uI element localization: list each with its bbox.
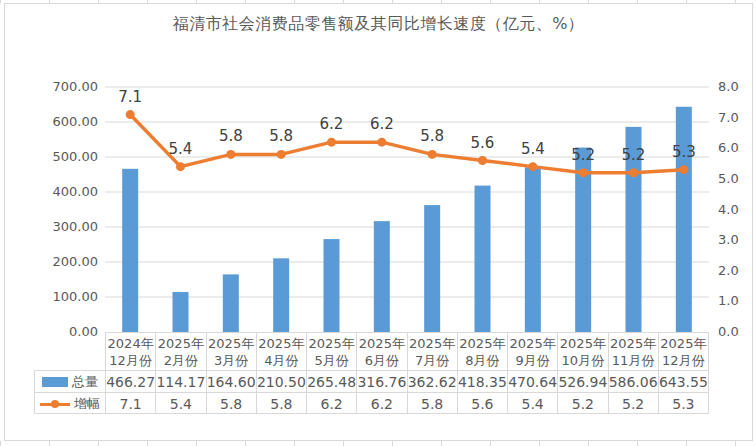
line-marker[interactable] (377, 138, 386, 147)
line-data-label: 5.6 (461, 134, 505, 152)
value-cell-增幅: 5.4 (155, 392, 205, 414)
series-name: 增幅 (74, 395, 100, 413)
value-cell-总量: 466.27 (105, 370, 155, 392)
line-marker[interactable] (327, 138, 336, 147)
value-cell-总量: 362.62 (407, 370, 457, 392)
line-data-label: 5.8 (209, 127, 253, 145)
spreadsheet-row-bottom (0, 441, 756, 446)
line-marker[interactable] (176, 162, 185, 171)
value-cell-总量: 470.64 (507, 370, 557, 392)
series-name: 总量 (72, 373, 98, 391)
right-axis-tick-label: 2.0 (718, 263, 739, 279)
line-marker[interactable] (126, 110, 135, 119)
line-marker[interactable] (679, 165, 688, 174)
line-marker[interactable] (226, 150, 235, 159)
right-axis-tick-label: 0.0 (718, 324, 739, 340)
bar-总量[interactable] (273, 258, 289, 332)
value-cell-增幅: 5.8 (256, 392, 306, 414)
line-marker[interactable] (478, 156, 487, 165)
line-data-label: 5.3 (662, 143, 706, 161)
bar-总量[interactable] (525, 167, 541, 332)
bar-总量[interactable] (424, 205, 440, 332)
left-axis-tick-label: 700.00 (28, 79, 98, 95)
value-cell-增幅: 5.2 (608, 392, 658, 414)
value-cell-总量: 164.60 (206, 370, 256, 392)
category-cell: 2024年 12月份 (105, 332, 155, 370)
bar-总量[interactable] (122, 169, 138, 332)
bar-总量[interactable] (223, 274, 239, 332)
value-cell-增幅: 5.8 (206, 392, 256, 414)
category-cell: 2025年 6月份 (356, 332, 406, 370)
left-axis-tick-label: 600.00 (28, 114, 98, 130)
line-marker[interactable] (528, 162, 537, 171)
line-data-label: 7.1 (108, 88, 152, 106)
bar-总量[interactable] (374, 221, 390, 332)
legend-item-总量[interactable]: 总量 (34, 370, 105, 392)
category-cell: 2025年 10月份 (557, 332, 607, 370)
value-cell-总量: 210.50 (256, 370, 306, 392)
value-cell-增幅: 5.2 (557, 392, 607, 414)
data-table-corner (34, 332, 105, 370)
left-axis-tick-label: 100.00 (28, 289, 98, 305)
right-axis-tick-label: 5.0 (718, 171, 739, 187)
category-cell: 2025年 11月份 (608, 332, 658, 370)
line-data-label: 5.2 (561, 146, 605, 164)
right-axis-tick-label: 1.0 (718, 293, 739, 309)
category-cell: 2025年 8月份 (457, 332, 507, 370)
value-cell-增幅: 7.1 (105, 392, 155, 414)
left-axis-tick-label: 500.00 (28, 149, 98, 165)
line-series-swatch (40, 399, 70, 409)
line-data-label: 5.4 (159, 140, 203, 158)
chart-container[interactable]: 福清市社会消费品零售额及其同比增长速度（亿元、%） 0.00100.00200.… (4, 3, 753, 441)
value-cell-增幅: 6.2 (306, 392, 356, 414)
category-cell: 2025年 7月份 (407, 332, 457, 370)
bar-总量[interactable] (324, 239, 340, 332)
line-data-label: 5.2 (612, 146, 656, 164)
right-axis-tick-label: 6.0 (718, 140, 739, 156)
category-cell: 2025年 9月份 (507, 332, 557, 370)
bar-总量[interactable] (475, 186, 491, 332)
line-marker[interactable] (579, 168, 588, 177)
value-cell-增幅: 6.2 (356, 392, 406, 414)
legend-item-增幅[interactable]: 增幅 (34, 392, 105, 414)
line-data-label: 5.4 (511, 140, 555, 158)
bar-series-swatch (42, 377, 68, 387)
bar-总量[interactable] (676, 107, 692, 332)
line-marker[interactable] (277, 150, 286, 159)
right-axis-tick-label: 3.0 (718, 232, 739, 248)
category-cell: 2025年 5月份 (306, 332, 356, 370)
value-cell-增幅: 5.3 (658, 392, 708, 414)
right-axis-tick-label: 4.0 (718, 202, 739, 218)
line-marker[interactable] (629, 168, 638, 177)
chart-data-table[interactable]: 2024年 12月份2025年 2月份2025年 3月份2025年 4月份202… (34, 332, 709, 414)
line-data-label: 6.2 (310, 115, 354, 133)
value-cell-总量: 316.76 (356, 370, 406, 392)
category-cell: 2025年 12月份 (658, 332, 708, 370)
value-cell-增幅: 5.4 (507, 392, 557, 414)
left-axis-tick-label: 400.00 (28, 184, 98, 200)
value-cell-增幅: 5.6 (457, 392, 507, 414)
category-cell: 2025年 3月份 (206, 332, 256, 370)
right-axis-tick-label: 7.0 (718, 110, 739, 126)
value-cell-总量: 526.94 (557, 370, 607, 392)
line-data-label: 6.2 (360, 115, 404, 133)
value-cell-总量: 418.35 (457, 370, 507, 392)
left-axis-tick-label: 200.00 (28, 254, 98, 270)
value-cell-总量: 114.17 (155, 370, 205, 392)
value-cell-总量: 265.48 (306, 370, 356, 392)
value-cell-总量: 643.55 (658, 370, 708, 392)
line-data-label: 5.8 (259, 127, 303, 145)
category-cell: 2025年 4月份 (256, 332, 306, 370)
value-cell-总量: 586.06 (608, 370, 658, 392)
category-cell: 2025年 2月份 (155, 332, 205, 370)
bar-总量[interactable] (173, 292, 189, 332)
line-marker[interactable] (428, 150, 437, 159)
right-axis-tick-label: 8.0 (718, 79, 739, 95)
line-data-label: 5.8 (410, 127, 454, 145)
left-axis-tick-label: 300.00 (28, 219, 98, 235)
value-cell-增幅: 5.8 (407, 392, 457, 414)
